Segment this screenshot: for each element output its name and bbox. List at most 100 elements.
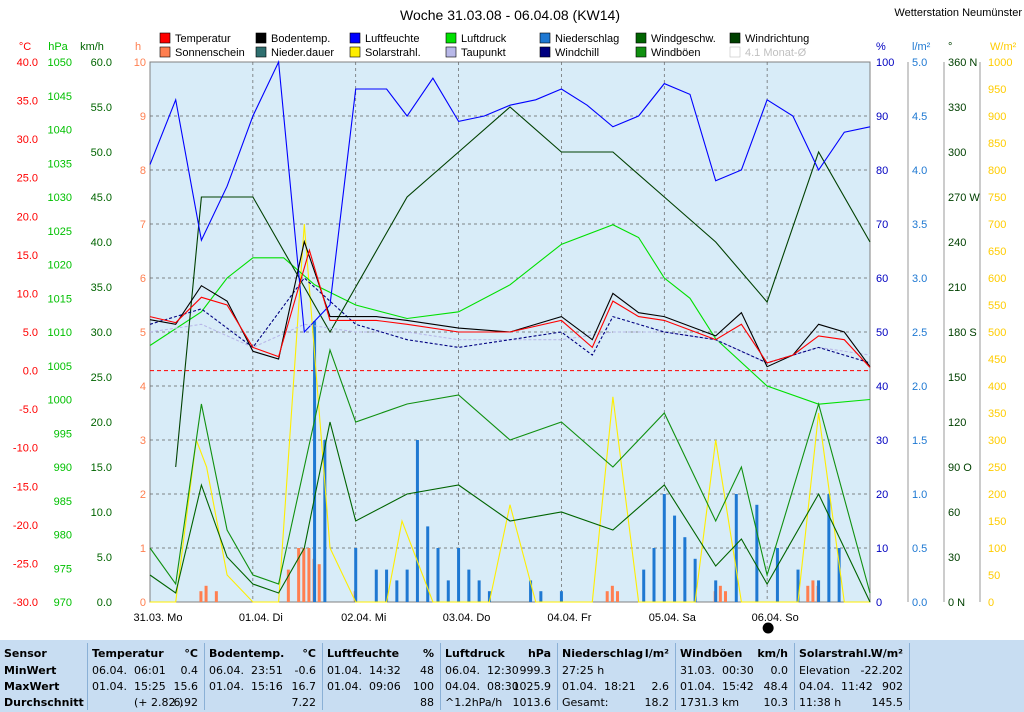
stats-title: Niederschlag	[562, 647, 644, 660]
stats-title: Temperatur	[92, 647, 164, 660]
legend-label: Windböen	[651, 47, 701, 59]
axis-tick-rain: 3.0	[912, 273, 927, 285]
stats-cell: 11:42	[841, 680, 873, 693]
stats-cell: 06.04.	[209, 664, 244, 677]
x-tick-day: 03.04. Do	[443, 612, 491, 624]
axis-tick-rain: 1.0	[912, 489, 927, 501]
stats-panel: Sensor MinWert MaxWert Durchschnitt	[0, 643, 88, 710]
axis-tick-deg: 360 N	[948, 57, 977, 69]
stats-title: Solarstrahl.	[799, 647, 872, 660]
axis-tick-humidity: 0	[876, 597, 882, 609]
axis-tick-humidity: 20	[876, 489, 888, 501]
axis-tick-humidity: 30	[876, 435, 888, 447]
sunshine-bar	[610, 585, 614, 602]
stats-row: 06.04. 06:01 0.4	[92, 664, 198, 680]
stats-row: 06.04. 12:30 999.3	[445, 664, 551, 680]
x-tick-day: 31.03. Mo	[134, 612, 183, 624]
x-tick-day: 05.04. Sa	[649, 612, 697, 624]
legend-swatch	[635, 32, 647, 44]
axis-tick-wind: 55.0	[91, 102, 112, 114]
legend-swatch	[159, 32, 171, 44]
series-line-solarstrahl	[150, 223, 870, 603]
stats-header: Temperatur °C	[92, 647, 198, 663]
axis-tick-press: 1025	[48, 226, 72, 238]
rain-bar	[714, 580, 718, 602]
axis-tick-wind: 35.0	[91, 282, 112, 294]
axis-tick-solar: 50	[988, 570, 1000, 582]
legend-swatch	[159, 46, 171, 58]
x-tick-day: 04.04. Fr	[547, 612, 591, 624]
axis-tick-rain: 3.5	[912, 219, 927, 231]
axis-tick-rain: 5.0	[912, 57, 927, 69]
series-line-temperatur	[149, 248, 871, 368]
stats-row: 27:25 h	[562, 664, 669, 680]
legend-swatch	[445, 46, 457, 58]
sunshine-bar	[616, 591, 619, 602]
axis-unit-humidity: %	[876, 41, 886, 53]
stats-panel: Luftfeuchte% 01.04. 14:32 48 01.04. 09:06 100 8…	[323, 643, 441, 710]
axis-tick-deg: 60	[948, 507, 960, 519]
axis-tick-hours: 2	[140, 489, 146, 501]
stats-row: ^1.2hPa/h 1013.6	[445, 696, 551, 712]
statistics-table: Sensor MinWert MaxWert Durchschnitt Temperat…	[0, 640, 1024, 712]
stats-row: 11:38 h 145.5	[799, 696, 903, 712]
axis-tick-rain: 4.5	[912, 111, 927, 123]
stats-panel: Niederschlag l/m² 27:25 h 01.04. 18:21 2.6 Ges…	[558, 643, 676, 710]
axis-tick-hours: 1	[140, 543, 146, 555]
stats-cell: 01.04.	[680, 680, 715, 693]
sunshine-bar	[286, 569, 290, 602]
axis-tick-rain: 0.0	[912, 597, 927, 609]
weather-chart: Woche 31.03.08 - 06.04.08 (KW14) Wetterst…	[13, 7, 1022, 634]
axis-tick-press: 970	[54, 597, 72, 609]
stats-cell: 88	[420, 696, 434, 709]
axis-tick-deg: 150	[948, 372, 966, 384]
axis-tick-solar: 250	[988, 462, 1006, 474]
axis-tick-solar: 700	[988, 219, 1006, 231]
legend-swatch	[539, 46, 551, 58]
axis-tick-solar: 550	[988, 300, 1006, 312]
stats-cell: 23:51	[251, 664, 283, 677]
stats-header: Sensor	[4, 647, 81, 663]
axis-tick-humidity: 60	[876, 273, 888, 285]
axis-tick-humidity: 70	[876, 219, 888, 231]
stats-cell: 100	[413, 680, 434, 693]
legend-swatch	[349, 32, 361, 44]
axis-tick-temp: -15.0	[13, 481, 38, 493]
series-line-luftdruck	[149, 224, 871, 405]
rain-bar	[457, 548, 461, 602]
axis-tick-solar: 750	[988, 192, 1006, 204]
stats-cell: MaxWert	[4, 680, 60, 693]
legend-label: Niederschlag	[555, 33, 619, 45]
stats-row: 01.04. 18:21 2.6	[562, 680, 669, 696]
axis-tick-press: 1050	[48, 57, 72, 69]
axis-tick-rain: 0.5	[912, 543, 927, 555]
axis-tick-solar: 100	[988, 543, 1006, 555]
axis-tick-solar: 150	[988, 516, 1006, 528]
legend-swatch	[539, 32, 551, 44]
rain-bar	[683, 537, 687, 602]
stats-cell: 18:21	[604, 680, 636, 693]
axis-tick-deg: 180 S	[948, 327, 977, 339]
stats-cell: 12:30	[487, 664, 519, 677]
stats-cell: Gesamt:	[562, 696, 609, 709]
rain-bar	[693, 558, 697, 602]
stats-panel: Temperatur °C 06.04. 06:01 0.4 01.04. 15:25 15.…	[88, 643, 205, 710]
axis-tick-solar: 1000	[988, 57, 1012, 69]
axis-tick-solar: 400	[988, 381, 1006, 393]
rain-bar	[313, 321, 317, 602]
axis-tick-hours: 3	[140, 435, 146, 447]
axis-tick-press: 1000	[48, 395, 72, 407]
stats-cell: 0.0	[770, 664, 789, 677]
stats-cell: -22.202	[860, 664, 903, 677]
stats-row: 88	[327, 696, 434, 712]
stats-cell: 18.2	[644, 696, 670, 709]
legend-label: Windchill	[555, 47, 599, 59]
axis-tick-solar: 200	[988, 489, 1006, 501]
axis-tick-deg: 30	[948, 552, 960, 564]
axis-unit-deg: °	[948, 41, 952, 53]
axis-tick-press: 1035	[48, 158, 72, 170]
rain-bar	[529, 580, 533, 602]
sunshine-bar	[317, 564, 321, 602]
stats-row: MinWert	[4, 664, 81, 680]
axis-tick-deg: 120	[948, 417, 966, 429]
